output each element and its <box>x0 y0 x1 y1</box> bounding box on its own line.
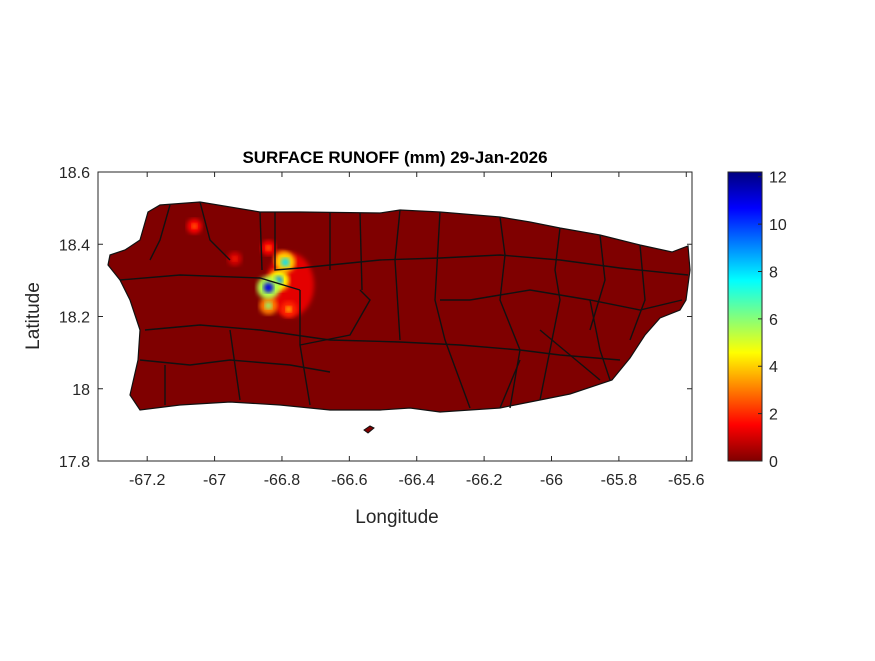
colorbar-tick-label: 0 <box>769 454 778 471</box>
colorbar-tick-label: 12 <box>769 170 787 187</box>
x-axis: -67.2 -67 -66.8 -66.6 -66.4 -66.2 -66 -65.8 -65.… <box>129 172 705 489</box>
x-tick-label: -65.8 <box>601 472 638 489</box>
municipality-border <box>359 212 363 291</box>
municipality-border <box>539 329 601 381</box>
colorbar-tick-label: 2 <box>769 407 778 424</box>
x-tick-label: -66.4 <box>398 472 435 489</box>
municipality-border <box>119 274 301 291</box>
x-tick-label: -66.6 <box>331 472 368 489</box>
hotspot <box>264 302 273 310</box>
municipality-border <box>539 227 561 401</box>
x-tick-label: -67 <box>203 472 226 489</box>
y-tick-label: 18.6 <box>59 165 90 182</box>
municipality-border <box>144 324 401 343</box>
colorbar-tick-label: 6 <box>769 312 778 329</box>
municipality-border <box>629 244 646 341</box>
x-tick-label: -66.8 <box>264 472 301 489</box>
y-axis: 17.8 18 18.2 18.4 18.6 <box>59 165 692 471</box>
x-tick-label: -66.2 <box>466 472 503 489</box>
island-map <box>107 201 691 434</box>
municipality-border <box>499 359 521 409</box>
municipality-border <box>149 204 171 261</box>
chart-title: SURFACE RUNOFF (mm) 29-Jan-2026 <box>242 148 547 167</box>
municipality-border <box>434 211 471 409</box>
y-axis-label: Latitude <box>23 282 44 350</box>
colorbar <box>727 171 763 462</box>
hotspot <box>263 282 274 293</box>
municipality-border <box>299 289 371 346</box>
hotspot <box>191 223 198 229</box>
x-axis-label: Longitude <box>355 507 438 528</box>
municipality-border <box>299 254 689 276</box>
municipality-border <box>259 211 263 271</box>
caja-de-muertos-island <box>363 425 375 434</box>
municipality-border <box>589 299 611 381</box>
hotspot <box>232 256 238 262</box>
y-tick-label: 18 <box>72 382 90 399</box>
runoff-hotspots <box>186 218 314 318</box>
y-tick-label: 17.8 <box>59 454 90 471</box>
colorbar-tick-label: 4 <box>769 359 778 376</box>
colorbar-tick-label: 8 <box>769 264 778 281</box>
hotspot <box>265 245 272 251</box>
y-tick-label: 18.2 <box>59 310 90 327</box>
x-tick-label: -66 <box>540 472 563 489</box>
colorbar-ticks: 0 2 4 6 8 10 12 <box>758 170 787 471</box>
municipality-border <box>229 329 241 401</box>
hotspot <box>285 306 292 313</box>
hotspot <box>281 258 290 267</box>
municipality-border <box>274 212 301 271</box>
municipality-border <box>399 341 621 361</box>
island-outline <box>107 201 691 413</box>
municipality-border <box>589 234 606 331</box>
y-tick-label: 18.4 <box>59 237 90 254</box>
x-tick-label: -67.2 <box>129 472 166 489</box>
municipality-border <box>199 201 231 261</box>
colorbar-tick-label: 10 <box>769 217 787 234</box>
municipality-borders <box>119 201 689 409</box>
x-tick-label: -65.6 <box>668 472 705 489</box>
